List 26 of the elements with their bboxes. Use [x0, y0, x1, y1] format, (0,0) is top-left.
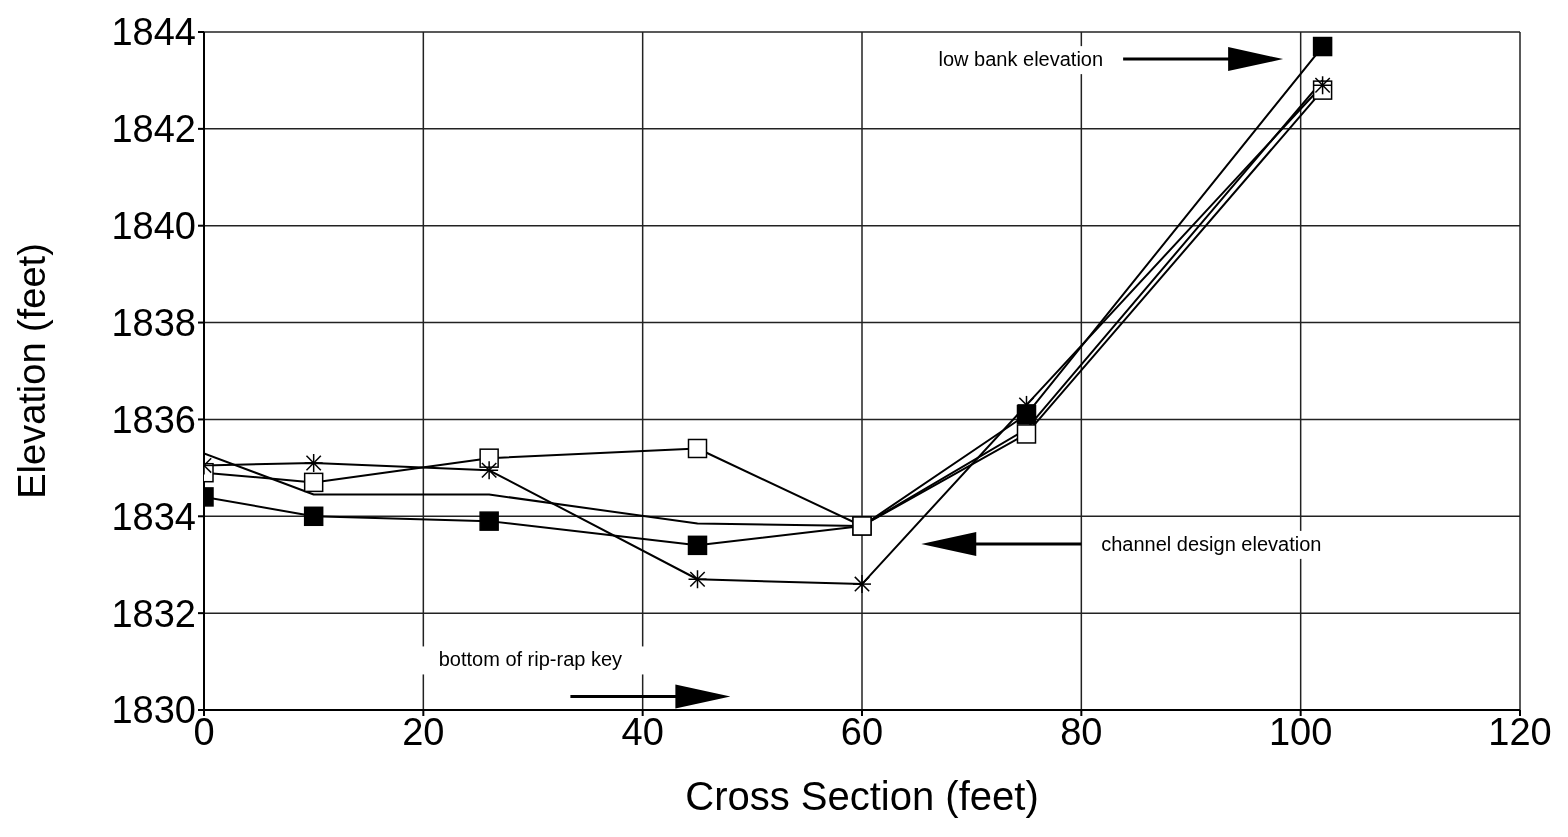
y-tick-label: 1834 [111, 495, 196, 538]
x-tick-label: 60 [840, 710, 884, 753]
point [303, 506, 324, 527]
point [303, 472, 324, 493]
annotation: low bank elevation [938, 48, 1104, 71]
x-tick-label: 120 [1488, 710, 1552, 753]
y-tick-label: 1838 [111, 302, 196, 345]
y-tick-label: 1830 [111, 689, 196, 732]
point [1312, 36, 1333, 57]
y-tick-label: 1844 [111, 11, 196, 54]
x-tick-label: 20 [402, 710, 445, 753]
x-tick-label: 40 [621, 710, 664, 753]
x-tick-label: 80 [1060, 710, 1103, 753]
point [687, 438, 708, 459]
annotation: bottom of rip-rap key [438, 648, 623, 671]
y-tick-label: 1836 [111, 398, 196, 441]
y-tick-label: 1832 [111, 592, 196, 635]
x-axis-title: Cross Section (feet) [685, 774, 1039, 818]
point [1016, 424, 1037, 444]
x-tick-label: 100 [1268, 710, 1333, 753]
point [479, 511, 499, 531]
annotation: channel design elevation [1101, 532, 1322, 555]
y-tick-label: 1842 [111, 108, 196, 151]
point [687, 535, 708, 556]
y-axis-title: Elevation (feet) [11, 243, 54, 499]
y-tick-label: 1840 [111, 205, 196, 248]
